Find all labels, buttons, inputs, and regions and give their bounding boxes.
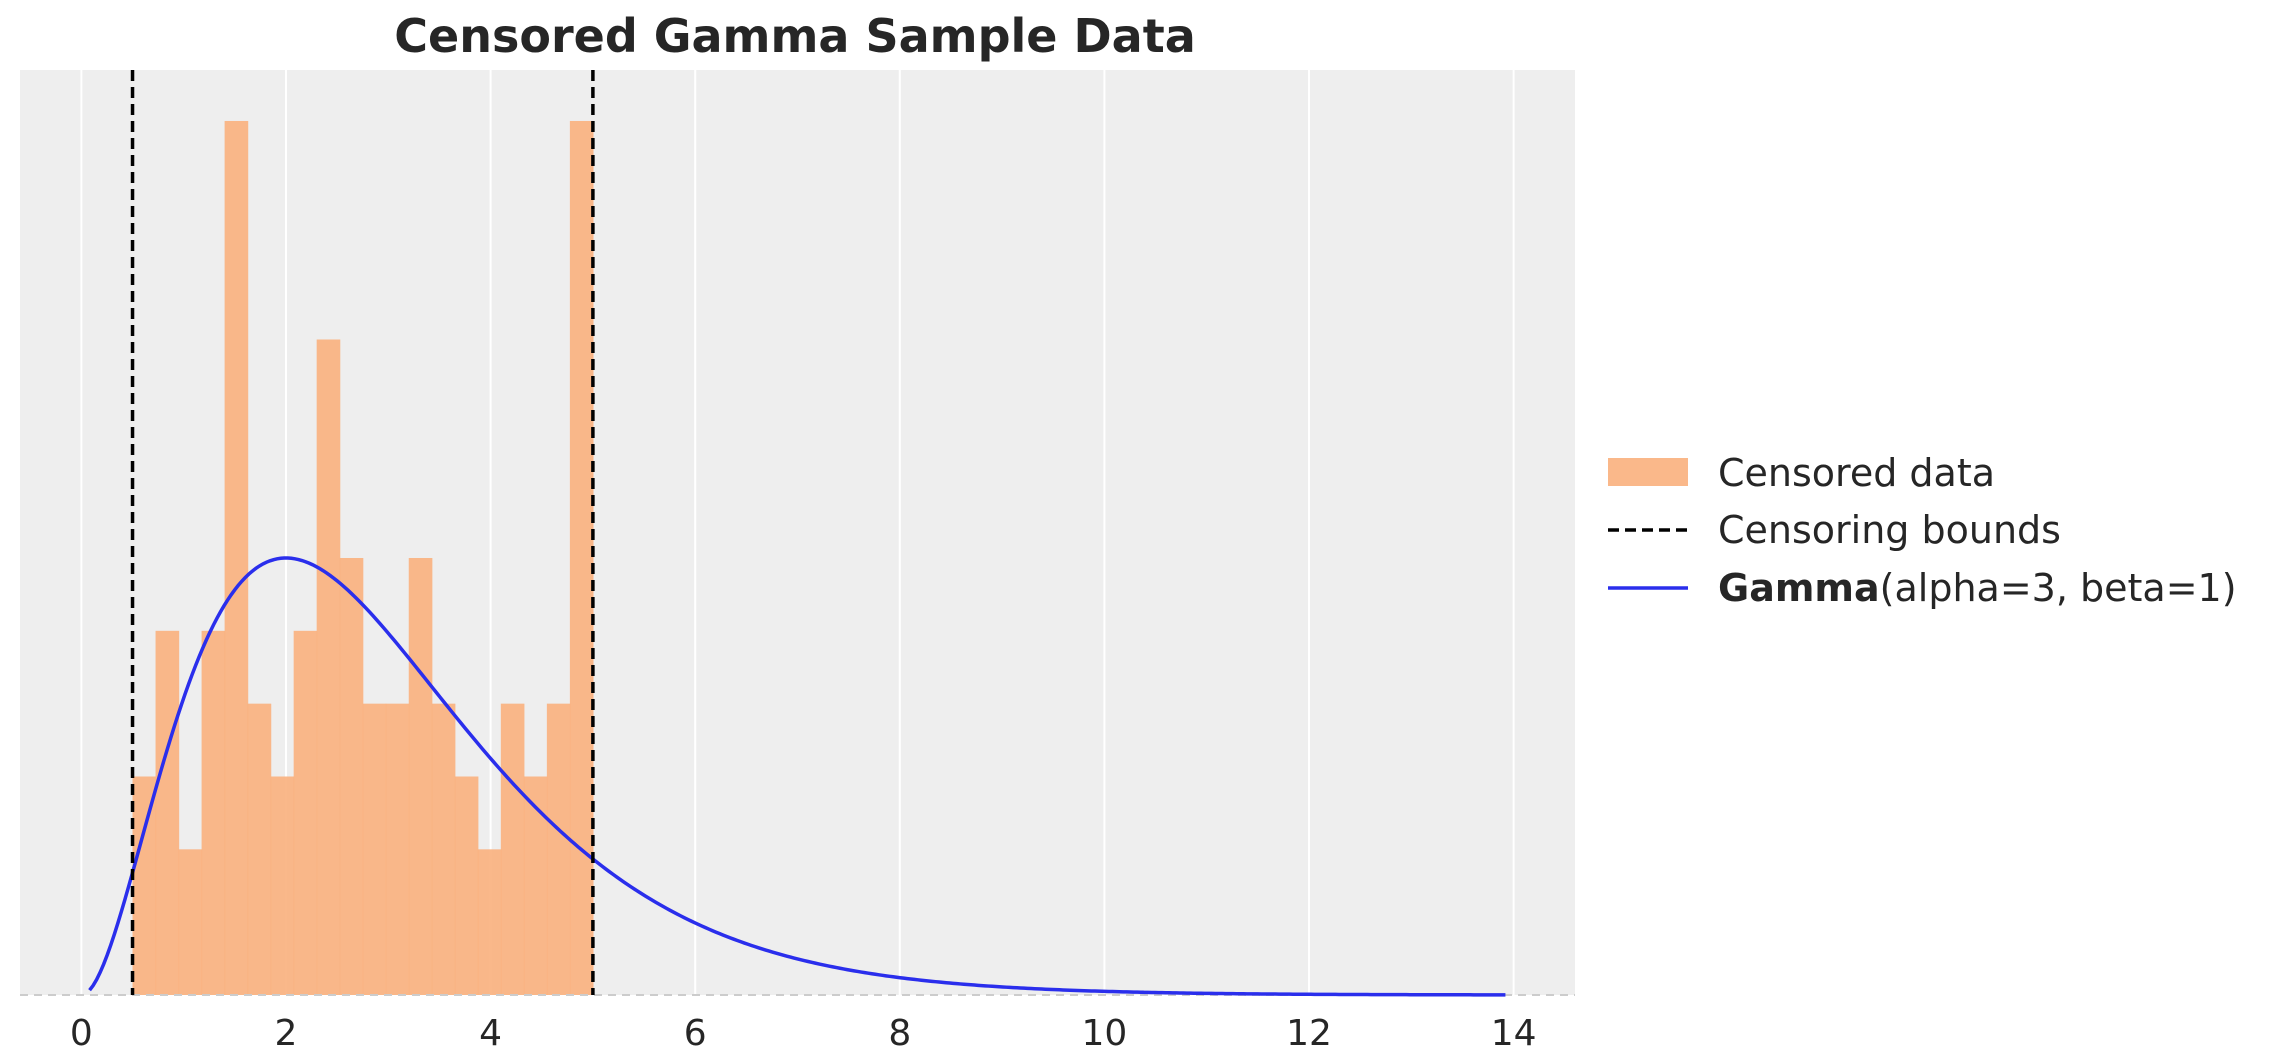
histogram-bar-9	[339, 557, 364, 995]
histogram-bars	[132, 120, 594, 996]
x-tick-label-2: 2	[275, 1013, 298, 1054]
x-axis-ticks: 0 2 4 6 8 10 12 14	[70, 1013, 1537, 1054]
histogram-bar-11	[385, 703, 410, 995]
histogram-bar-15	[477, 849, 502, 995]
x-tick-label-14: 14	[1491, 1013, 1537, 1054]
histogram-bar-6	[270, 776, 295, 995]
legend-label-gamma-rest: (alpha=3, beta=1)	[1880, 566, 2237, 610]
histogram-bar-14	[454, 776, 479, 995]
legend-label-censored-data: Censored data	[1718, 451, 1995, 495]
histogram-bar-2	[178, 849, 203, 995]
histogram-bar-5	[247, 703, 272, 995]
histogram-bar-1	[155, 630, 180, 995]
chart-title: Censored Gamma Sample Data	[394, 9, 1196, 63]
histogram-bar-10	[362, 703, 387, 995]
histogram-bar-0	[132, 776, 157, 995]
legend-label-gamma: Gamma(alpha=3, beta=1)	[1718, 566, 2237, 610]
legend: Censored data Censoring bounds Gamma(alp…	[1608, 451, 2237, 610]
histogram-bar-12	[408, 557, 433, 995]
x-tick-label-8: 8	[888, 1013, 911, 1054]
histogram-bar-4	[224, 120, 249, 995]
histogram-bar-8	[316, 339, 341, 996]
x-tick-label-0: 0	[70, 1013, 93, 1054]
x-tick-label-4: 4	[479, 1013, 502, 1054]
censoring-bounds	[130, 70, 595, 995]
x-tick-label-10: 10	[1082, 1013, 1128, 1054]
legend-swatch-censored-data	[1608, 458, 1688, 486]
histogram-bar-19	[569, 120, 594, 995]
gamma-pdf-curve	[88, 556, 1506, 997]
legend-label-censoring-bounds: Censoring bounds	[1718, 508, 2061, 552]
histogram-bar-13	[431, 703, 456, 995]
x-tick-label-6: 6	[684, 1013, 707, 1054]
histogram-bar-7	[293, 630, 318, 995]
legend-label-gamma-bold: Gamma	[1718, 566, 1880, 610]
histogram-bar-16	[500, 703, 525, 995]
grid-lines	[80, 70, 1515, 995]
histogram-bar-18	[546, 703, 571, 995]
histogram-bar-3	[201, 630, 226, 995]
histogram-bar-17	[523, 776, 548, 995]
x-tick-label-12: 12	[1286, 1013, 1332, 1054]
